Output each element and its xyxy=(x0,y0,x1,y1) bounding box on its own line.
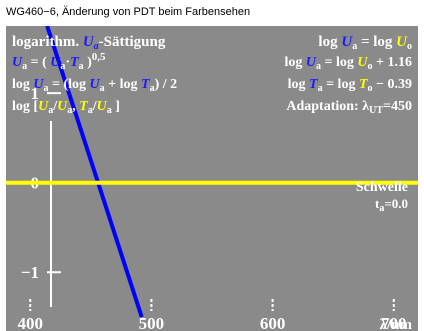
chart-panel: −1 0 1 400 500 600 700 λ/nm logarithm. Ua-Sätti… xyxy=(6,26,418,331)
series-line-blue xyxy=(45,26,144,318)
page-title: WG460−6, Änderung von PDT beim Farbenseh… xyxy=(6,6,251,18)
formula-line-3: log Ua = (log Ua + log Ta) / 2 xyxy=(12,77,177,94)
x-tick-label: 600 xyxy=(260,314,286,331)
formula-right-2: log Ua = log Uo + 1.16 xyxy=(285,55,413,72)
y-tick-label: −1 xyxy=(21,263,39,282)
x-axis-label: λ/nm xyxy=(380,317,413,331)
formula-right-1: log Ua = log Uo xyxy=(318,34,412,52)
formula-title: logarithm. Ua-Sättigung xyxy=(12,34,166,52)
threshold-value: ta=0.0 xyxy=(375,196,408,214)
threshold-label: Schwelle xyxy=(356,180,408,195)
formula-right-3: log Ta = log To − 0.39 xyxy=(288,77,412,94)
header: WG460−6, Änderung von PDT beim Farbenseh… xyxy=(0,0,424,26)
x-tick-label: 400 xyxy=(17,314,43,331)
x-tick-label: 700 xyxy=(381,314,407,331)
formula-line-2: Ua = ( Ua·Ta )0,5 xyxy=(12,51,106,72)
x-tick-label: 500 xyxy=(139,314,165,331)
formula-line-4: log [Ua/Ua, Ta/Ua ] xyxy=(12,99,120,116)
adaptation-label: Adaptation: λUT=450 xyxy=(286,99,412,116)
y-tick-label: 1 xyxy=(31,84,40,103)
